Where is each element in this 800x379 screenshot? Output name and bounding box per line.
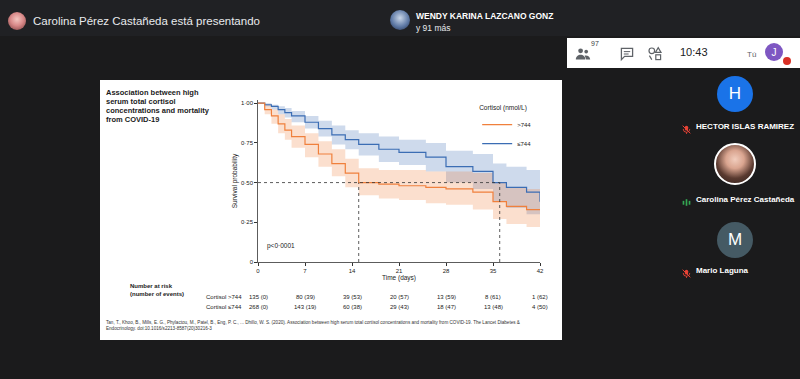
html-text:y 91 más: y 91 más	[416, 23, 451, 33]
svg-text:0: 0	[256, 268, 260, 274]
svg-text:28: 28	[443, 268, 450, 274]
html-text:Carolina Pérez Castañeda: Carolina Pérez Castañeda	[696, 195, 795, 204]
svg-text:60 (38): 60 (38)	[343, 304, 362, 310]
html-text:HECTOR ISLAS RAMIREZ: HECTOR ISLAS RAMIREZ	[696, 122, 795, 131]
svg-text:0·75: 0·75	[241, 140, 254, 146]
svg-text:0: 0	[250, 259, 254, 265]
svg-text:35: 35	[490, 268, 497, 274]
html-text:J: J	[771, 46, 777, 58]
svg-text:42: 42	[537, 268, 544, 274]
html-text:M: M	[727, 230, 743, 249]
svg-text:≤744: ≤744	[517, 141, 531, 147]
svg-text:1 (62): 1 (62)	[532, 294, 548, 300]
svg-text:13 (59): 13 (59)	[437, 294, 456, 300]
svg-text:18 (47): 18 (47)	[437, 304, 456, 310]
svg-text:1·00: 1·00	[241, 100, 254, 106]
html-text:10:43: 10:43	[680, 46, 708, 58]
svg-text:>744: >744	[517, 122, 531, 128]
svg-text:8 (61): 8 (61)	[485, 294, 501, 300]
svg-text:0·25: 0·25	[241, 219, 254, 225]
svg-text:Survival probability: Survival probability	[231, 153, 239, 208]
svg-text:Number at risk(number of event: Number at risk(number of events)	[130, 283, 184, 297]
svg-text:268 (0): 268 (0)	[249, 304, 268, 310]
svg-text:29 (43): 29 (43)	[390, 304, 409, 310]
svg-text:7: 7	[303, 268, 307, 274]
svg-text:Time (days): Time (days)	[382, 274, 416, 282]
html-text:Tú: Tú	[747, 50, 757, 59]
svg-text:p<0·0001: p<0·0001	[267, 242, 295, 250]
svg-text:135 (0): 135 (0)	[249, 294, 268, 300]
svg-text:13 (48): 13 (48)	[484, 304, 503, 310]
svg-text:39 (53): 39 (53)	[343, 294, 362, 300]
svg-text:0·50: 0·50	[241, 180, 254, 186]
svg-text:14: 14	[349, 268, 356, 274]
html-text:H: H	[728, 84, 742, 103]
svg-text:Cortisol (nmol/L): Cortisol (nmol/L)	[479, 104, 527, 112]
html-text:Carolina Pérez Castañeda está: Carolina Pérez Castañeda está presentand…	[33, 15, 260, 27]
svg-text:143 (19): 143 (19)	[294, 304, 316, 310]
html-text:Tan, T., Khoo, B., Mills, E. G: Tan, T., Khoo, B., Mills, E. G., Phylact…	[106, 320, 520, 331]
svg-text:4 (50): 4 (50)	[532, 304, 548, 310]
svg-text:80 (39): 80 (39)	[296, 294, 315, 300]
html-text:97: 97	[591, 40, 599, 47]
svg-text:20 (57): 20 (57)	[390, 294, 409, 300]
html-text:Mario Laguna: Mario Laguna	[696, 266, 748, 275]
svg-text:21: 21	[396, 268, 403, 274]
html-text:Association between high serum: Association between high serum total cor…	[106, 88, 209, 124]
html-text:WENDY KARINA LAZCANO GONZ: WENDY KARINA LAZCANO GONZ	[416, 11, 554, 21]
svg-text:Cortisol >744: Cortisol >744	[206, 294, 242, 300]
svg-text:Cortisol ≤744: Cortisol ≤744	[206, 304, 242, 310]
